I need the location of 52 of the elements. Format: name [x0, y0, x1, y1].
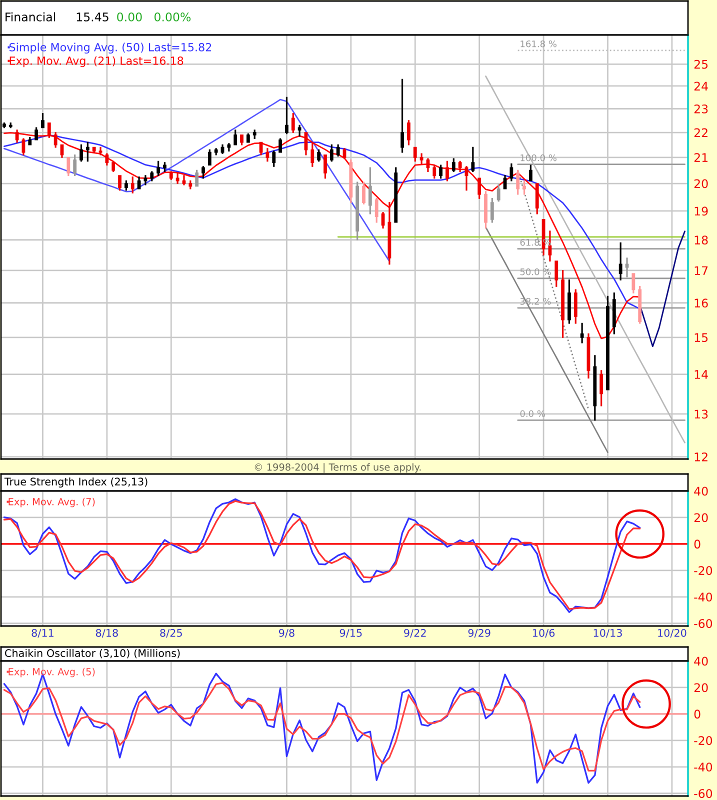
chart-title: True Strength Index (25,13) — [4, 477, 148, 488]
x-tick-label: 9/8 — [278, 628, 294, 638]
chart-subtitle: 15.45 — [76, 12, 108, 22]
y-tick-label: 13 — [694, 410, 708, 419]
y-tick-label: -40 — [694, 592, 712, 602]
annotation: 161.8 % — [520, 40, 556, 48]
legend-label: Simple Moving Avg. (50) Last=15.82 — [10, 42, 212, 54]
text: 0.00% — [154, 12, 191, 22]
y-tick-label: -40 — [694, 762, 712, 772]
chart-title: Chaikin Oscillator (3,10) (Millions) — [5, 648, 180, 658]
y-tick-label: 16 — [694, 298, 708, 308]
legend-label: Exp. Mov. Avg. (7) — [8, 498, 95, 508]
legend-label: Exp. Mov. Avg. (21) Last=16.18 — [10, 56, 184, 68]
annotation: 61.8 % — [520, 238, 551, 246]
x-tick-label: 8/25 — [160, 628, 182, 638]
y-tick-label: 17 — [694, 266, 708, 275]
x-tick-label: 8/18 — [96, 628, 118, 638]
y-tick-label: 15 — [694, 333, 708, 342]
y-tick-label: 22 — [694, 128, 708, 138]
y-tick-label: 19 — [694, 206, 708, 216]
y-tick-label: 40 — [694, 486, 708, 496]
y-tick-label: 25 — [694, 60, 708, 69]
y-tick-label: -60 — [694, 789, 712, 798]
y-tick-label: 14 — [694, 370, 708, 379]
y-tick-label: 24 — [694, 82, 708, 90]
y-tick-label: 12 — [694, 452, 708, 462]
x-tick-label: 10/6 — [532, 628, 555, 638]
x-tick-label: 10/20 — [658, 628, 686, 638]
annotation: 50.0 % — [520, 268, 551, 276]
x-tick-label: 10/13 — [594, 628, 622, 638]
x-tick-label: 9/15 — [340, 628, 362, 638]
x-tick-label: 8/11 — [32, 628, 54, 638]
y-tick-label: 18 — [694, 236, 708, 245]
y-tick-label: 23 — [694, 104, 708, 114]
y-tick-label: 20 — [694, 513, 708, 522]
annotation: 100.0 % — [520, 154, 556, 162]
text: © 1998-2004 | Terms of use apply. — [254, 463, 421, 473]
y-tick-label: 0 — [694, 710, 700, 719]
y-tick-label: -60 — [694, 619, 712, 628]
y-tick-label: -20 — [694, 736, 712, 746]
text: 0.00 — [117, 12, 142, 22]
y-tick-label: 20 — [694, 179, 708, 188]
legend-label: Exp. Mov. Avg. (5) — [8, 668, 95, 678]
y-tick-label: 0 — [694, 540, 700, 549]
x-tick-label: 9/22 — [404, 628, 426, 638]
y-tick-label: 21 — [694, 153, 708, 162]
annotation: 0.0 % — [520, 410, 546, 418]
chart-title: Financial — [6, 12, 56, 22]
y-tick-label: 40 — [694, 656, 708, 666]
y-tick-label: 20 — [694, 683, 708, 692]
x-tick-label: 9/29 — [468, 628, 490, 638]
y-tick-label: -20 — [694, 566, 712, 576]
